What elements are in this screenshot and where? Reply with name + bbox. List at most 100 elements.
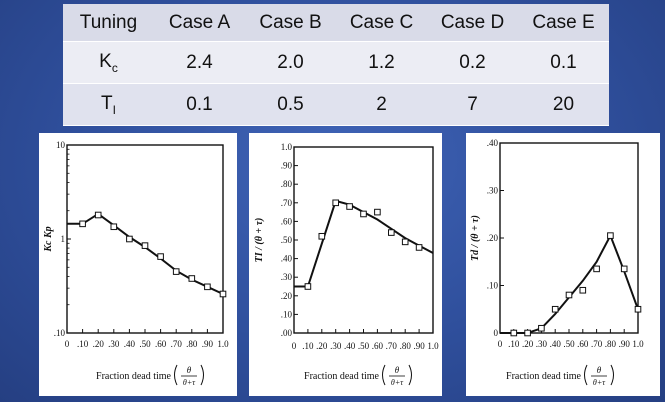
x-tick-label: .70	[591, 339, 603, 349]
ti-case-b: 0.5	[245, 83, 336, 126]
td-chart: 0.10.20.30.400.10.20.30.40.50.60.70.80.9…	[470, 138, 644, 387]
x-axis-label: Fraction dead time	[304, 371, 380, 382]
kc-case-e: 0.1	[518, 41, 609, 85]
data-point	[157, 253, 164, 260]
x-tick-label: .20	[316, 341, 328, 351]
td-chart-panel: 0.10.20.30.40 0.10.20.30.40.50.60.70.80.9…	[466, 133, 660, 396]
data-point	[360, 210, 367, 218]
data-point	[524, 329, 531, 337]
data-point	[620, 265, 628, 273]
x-tick-label: .30	[108, 339, 120, 349]
x-tick-label: .80	[400, 341, 412, 351]
ti-case-e: 20	[518, 83, 609, 126]
row-label-ti: TI	[63, 83, 154, 126]
x-tick-label: .20	[93, 339, 105, 349]
x-axis-label: Fraction dead time	[506, 371, 582, 382]
header-case-d: Case D	[427, 4, 518, 43]
y-tick-label: .10	[281, 309, 293, 319]
ti-case-a: 0.1	[154, 83, 245, 126]
paren-left	[382, 364, 386, 386]
ti-chart: .00.10.20.30.40.50.60.70.80.901.00.10.20…	[254, 142, 439, 387]
tuning-header-row: Tuning Case A Case B Case C Case D Case …	[63, 4, 609, 43]
kc-chart: 101.100.10.20.30.40.50.60.70.80.90 1.0Kc …	[43, 140, 229, 387]
y-tick-label: .80	[281, 179, 293, 189]
x-tick-label: .60	[155, 339, 167, 349]
fraction-numerator: θ	[395, 365, 400, 375]
series-curve	[67, 212, 224, 295]
x-tick-label: 1.0	[427, 341, 439, 351]
data-point	[172, 268, 180, 275]
x-tick-label: 1.0	[217, 339, 229, 349]
y-axis-label: Td / (θ + τ)	[470, 215, 481, 261]
x-tick-label: .70	[171, 339, 183, 349]
ti-chart-panel: .00.10.20.30.40.50.60.70.80.90 1.0 0.10.20…	[249, 133, 442, 396]
header-case-a: Case A	[154, 4, 245, 43]
x-tick-label: 0	[65, 339, 70, 349]
data-point	[204, 283, 211, 291]
y-tick-label: 1	[61, 234, 66, 244]
x-tick-label: .60	[372, 341, 384, 351]
y-tick-label: .20	[487, 233, 499, 243]
x-tick-label: .40	[550, 339, 562, 349]
y-tick-label: .50	[281, 235, 293, 245]
y-tick-label: .30	[487, 186, 499, 196]
data-point	[415, 244, 423, 251]
x-tick-label: .90	[202, 339, 214, 349]
data-point	[565, 291, 573, 299]
data-point	[374, 208, 381, 216]
series-curve	[294, 199, 434, 288]
data-point	[388, 229, 395, 236]
y-tick-label: .70	[281, 198, 293, 208]
y-tick-label: .40	[281, 254, 293, 264]
kc-case-d: 0.2	[427, 41, 518, 85]
y-tick-label: .90	[281, 161, 293, 171]
y-axis-label: TI / (θ + τ)	[254, 218, 265, 263]
y-tick-label: 1.0	[281, 142, 293, 152]
y-tick-label: .30	[281, 272, 293, 282]
fraction-denominator: θ+τ	[391, 378, 404, 387]
data-point	[141, 242, 149, 249]
ti-case-c: 2	[336, 83, 427, 126]
fraction-denominator: θ+τ	[183, 378, 196, 387]
header-tuning: Tuning	[63, 4, 154, 43]
data-point	[607, 232, 614, 239]
fraction-numerator: θ	[597, 365, 602, 375]
y-tick-label: .60	[281, 216, 293, 226]
data-point	[401, 238, 409, 246]
x-tick-label: .50	[358, 341, 370, 351]
x-tick-label: .30	[536, 339, 548, 349]
x-tick-label: .90	[413, 341, 425, 351]
x-tick-label: .80	[186, 339, 198, 349]
data-point	[110, 223, 118, 231]
x-tick-label: .10	[77, 339, 89, 349]
x-tick-label: .40	[124, 339, 136, 349]
x-tick-label: .10	[302, 341, 314, 351]
tuning-table: Tuning Case A Case B Case C Case D Case …	[63, 4, 609, 126]
data-point	[304, 283, 312, 290]
data-point	[188, 275, 196, 282]
data-point	[593, 265, 600, 273]
header-case-c: Case C	[336, 4, 427, 43]
data-point	[538, 324, 545, 332]
data-point	[126, 235, 133, 243]
y-tick-label: .40	[487, 138, 499, 148]
y-tick-label: 0	[494, 328, 499, 338]
x-tick-label: .60	[577, 339, 589, 349]
plot-frame	[293, 146, 434, 334]
x-axis-label: Fraction dead time	[96, 371, 172, 382]
x-tick-label: .90	[619, 339, 631, 349]
x-tick-label: 0	[498, 339, 503, 349]
data-point	[510, 329, 518, 337]
fraction-denominator: θ+τ	[593, 378, 606, 387]
paren-right	[408, 364, 412, 386]
header-case-b: Case B	[245, 4, 336, 43]
y-tick-label: .00	[281, 328, 293, 338]
data-point	[94, 211, 102, 219]
x-tick-label: .30	[330, 341, 342, 351]
kc-case-c: 1.2	[336, 41, 427, 85]
x-tick-label: .20	[522, 339, 534, 349]
y-axis-label: Kc Kp	[43, 226, 54, 252]
data-point	[579, 286, 587, 294]
kc-case-b: 2.0	[245, 41, 336, 85]
x-tick-label: .40	[344, 341, 356, 351]
